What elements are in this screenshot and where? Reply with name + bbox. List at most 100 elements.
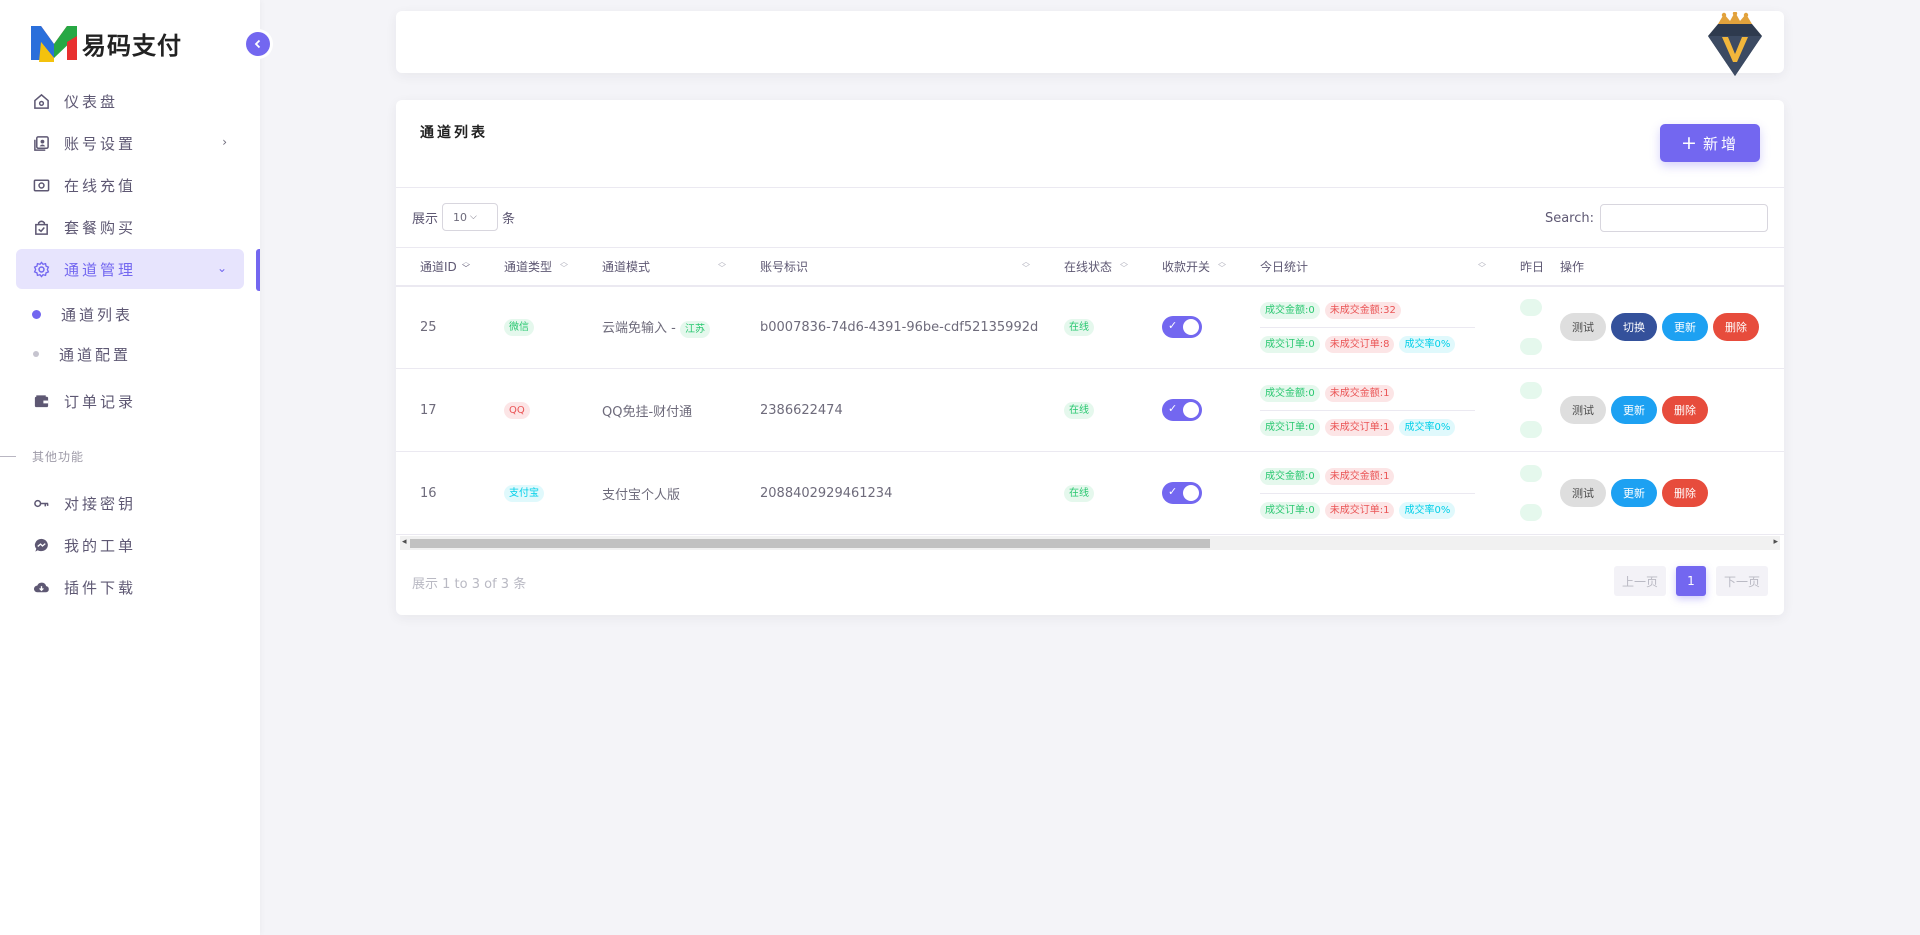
check-icon: ✓	[1168, 485, 1178, 498]
channel-table: 通道ID ︿ ﹀ 通道类型 ︿ ﹀ 通道模式 ︿ ﹀ 账号标识 ︿ ﹀ 在线状态 ︿ ﹀ 收款开关 ︿…	[396, 247, 1784, 535]
add-channel-button[interactable]: + 新增	[1660, 124, 1760, 162]
column-header-account[interactable]: 账号标识 ︿ ﹀	[736, 247, 1040, 287]
section-label-text: 其他功能	[32, 450, 85, 464]
stat-rate: 成交率0%	[1399, 335, 1456, 353]
region-badge: 江苏	[679, 320, 710, 338]
column-header-status[interactable]: 在线状态 ︿ ﹀	[1040, 247, 1138, 287]
sidebar-item-label: 对接密钥	[64, 494, 137, 513]
stat-orders: 成交订单:0	[1260, 335, 1320, 353]
scroll-right-icon[interactable]: ▸	[1773, 537, 1778, 547]
wallet-icon	[32, 392, 50, 410]
today-stats: 成交金额:0 未成交金额:1 成交订单:0 未成交订单:1 成交率0%	[1260, 467, 1480, 519]
yesterday-stats-clipped	[1520, 465, 1542, 521]
page-length-select[interactable]: 10 ⌵	[442, 203, 499, 231]
sidebar-item-plugin-download[interactable]: 插件下载	[16, 567, 244, 607]
column-header-id[interactable]: 通道ID ︿ ﹀	[396, 247, 480, 287]
collection-toggle[interactable]: ✓	[1162, 316, 1202, 339]
sidebar-item-online-recharge[interactable]: 在线充值	[16, 165, 244, 205]
delete-button[interactable]: 删除	[1662, 396, 1709, 424]
column-header-switch[interactable]: 收款开关 ︿ ﹀	[1138, 247, 1236, 287]
sidebar-item-api-key[interactable]: 对接密钥	[16, 483, 244, 523]
top-navbar	[396, 11, 1784, 76]
sidebar-item-order-records[interactable]: 订单记录	[16, 381, 244, 421]
cell-mode: 云端免输入 -	[602, 320, 676, 336]
money-icon	[32, 176, 50, 194]
vip-avatar-icon[interactable]	[1700, 12, 1770, 78]
collection-toggle[interactable]: ✓	[1162, 482, 1202, 504]
page-button-current[interactable]: 1	[1675, 566, 1706, 596]
sidebar-item-package-purchase[interactable]: 套餐购买	[16, 207, 244, 247]
add-button-label: 新增	[1702, 134, 1739, 153]
sidebar-item-dashboard[interactable]: 仪表盘	[16, 81, 244, 121]
sidebar-item-label: 通道管理	[64, 260, 137, 279]
search-control: Search:	[1545, 204, 1768, 232]
cell-mode: QQ免挂-财付通	[578, 368, 736, 452]
table-row: 25 微信 云端免输入 - 江苏 b0007836-74d6-4391-96be…	[396, 285, 1784, 369]
sidebar-item-label: 我的工单	[64, 536, 137, 555]
cell-id: 25	[396, 285, 480, 369]
type-badge: QQ	[504, 401, 530, 419]
sort-icon: ︿ ﹀	[1218, 257, 1226, 273]
page-length-value: 10	[453, 210, 468, 224]
column-header-type[interactable]: 通道类型 ︿ ﹀	[480, 247, 578, 287]
column-header-today[interactable]: 今日统计 ︿ ﹀	[1236, 247, 1496, 287]
plus-icon: +	[1681, 132, 1697, 154]
pagination: 上一页 1 下一页	[1613, 566, 1768, 596]
cell-id: 16	[396, 451, 480, 535]
length-suffix: 条	[502, 211, 516, 227]
sidebar-item-label: 订单记录	[64, 392, 137, 411]
yesterday-stats-clipped	[1520, 299, 1542, 356]
sort-icon: ︿ ﹀	[1022, 257, 1030, 273]
chevron-left-icon	[254, 39, 261, 49]
key-icon	[32, 494, 50, 512]
search-input[interactable]	[1600, 204, 1768, 232]
scrollbar-thumb[interactable]	[410, 539, 1210, 548]
scroll-left-icon[interactable]: ◂	[402, 537, 407, 547]
bullet-icon	[33, 351, 39, 357]
sort-icon: ︿ ﹀	[1120, 257, 1128, 273]
logo-mark-icon	[31, 26, 77, 62]
sort-icon: ︿ ﹀	[1478, 257, 1486, 273]
row-actions: 测试 更新 删除	[1560, 396, 1784, 424]
column-header-mode[interactable]: 通道模式 ︿ ﹀	[578, 247, 736, 287]
brand-logo[interactable]: 易码支付	[31, 24, 182, 62]
sidebar-subitem-channel-config[interactable]: 通道配置	[32, 339, 131, 369]
test-button[interactable]: 测试	[1560, 313, 1607, 342]
messenger-icon	[32, 536, 50, 554]
home-icon	[32, 92, 50, 110]
search-label: Search:	[1544, 210, 1594, 226]
stat-rate: 成交率0%	[1399, 501, 1456, 519]
cell-account: b0007836-74d6-4391-96be-cdf52135992d	[736, 285, 1040, 369]
update-button[interactable]: 更新	[1611, 396, 1658, 424]
status-badge: 在线	[1064, 401, 1094, 419]
section-divider	[0, 456, 16, 457]
stat-unpaid-orders: 未成交订单:1	[1324, 501, 1395, 519]
check-icon: ✓	[1168, 319, 1178, 333]
row-actions: 测试 更新 删除	[1560, 479, 1784, 507]
sidebar-subitem-channel-list[interactable]: 通道列表	[32, 299, 133, 329]
delete-button[interactable]: 删除	[1662, 479, 1709, 507]
update-button[interactable]: 更新	[1611, 479, 1658, 507]
delete-button[interactable]: 删除	[1713, 313, 1760, 342]
sidebar-item-account-settings[interactable]: 账号设置 ›	[16, 123, 244, 163]
cell-id: 17	[396, 368, 480, 452]
sidebar-item-my-tickets[interactable]: 我的工单	[16, 525, 244, 565]
stat-amount: 成交金额:0	[1260, 467, 1320, 485]
next-page-button[interactable]: 下一页	[1715, 566, 1768, 596]
sidebar-item-channel-management[interactable]: 通道管理 ⌄	[16, 249, 244, 289]
sidebar-collapse-button[interactable]	[246, 32, 270, 56]
test-button[interactable]: 测试	[1560, 396, 1607, 424]
sidebar-item-label: 账号设置	[64, 134, 137, 153]
cell-mode: 支付宝个人版	[578, 451, 736, 535]
collection-toggle[interactable]: ✓	[1162, 399, 1202, 421]
column-header-yesterday[interactable]: 昨日	[1496, 247, 1545, 287]
horizontal-scrollbar[interactable]: ◂ ▸	[400, 536, 1780, 550]
stat-rate: 成交率0%	[1399, 418, 1456, 436]
row-actions: 测试 切换 更新 删除	[1560, 313, 1784, 342]
chevron-down-icon: ⌵	[470, 212, 477, 222]
update-button[interactable]: 更新	[1662, 313, 1709, 342]
table-scroll-area: 通道ID ︿ ﹀ 通道类型 ︿ ﹀ 通道模式 ︿ ﹀ 账号标识 ︿ ﹀ 在线状态 ︿ ﹀ 收款开关 ︿…	[396, 247, 1784, 553]
prev-page-button[interactable]: 上一页	[1613, 566, 1666, 596]
test-button[interactable]: 测试	[1560, 479, 1607, 507]
switch-button[interactable]: 切换	[1611, 313, 1658, 342]
